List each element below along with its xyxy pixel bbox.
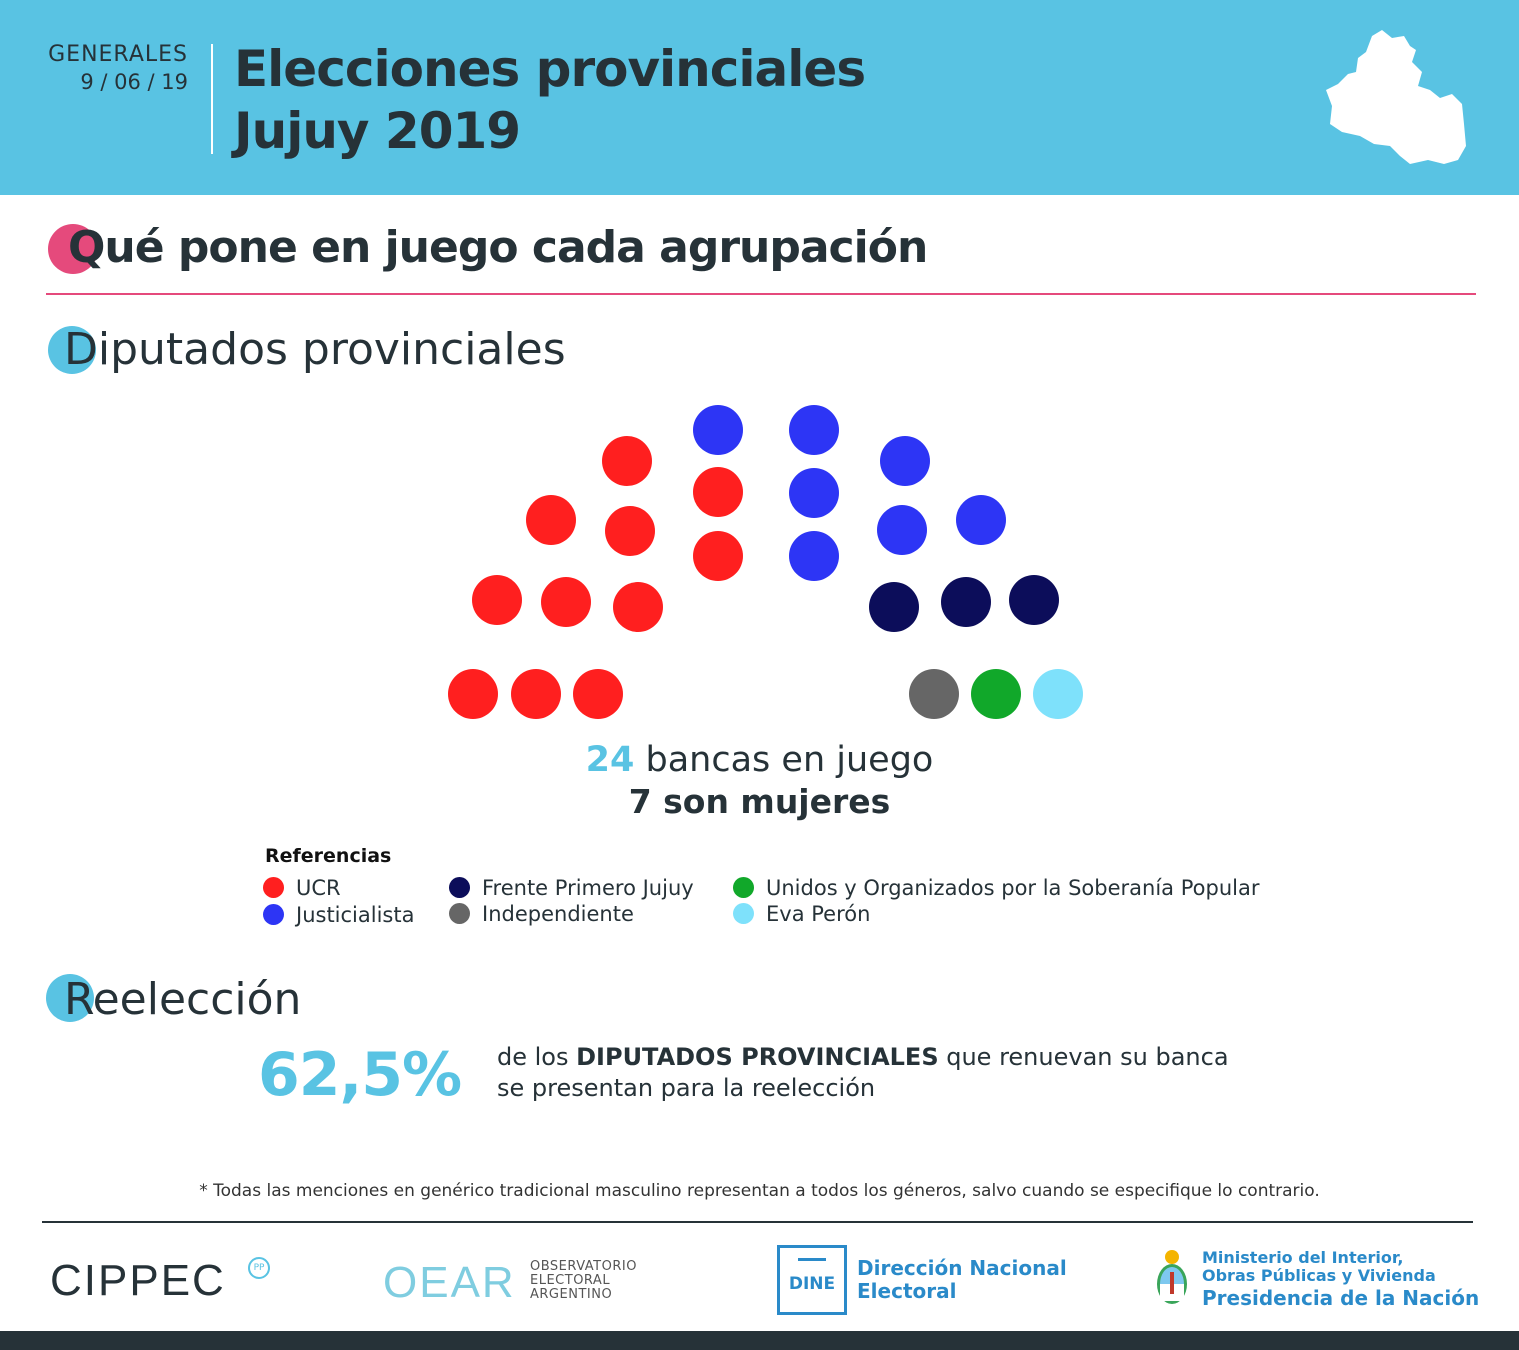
section-divider	[46, 293, 1476, 295]
dine-logo-label: DINE	[788, 1274, 836, 1294]
seat-18	[877, 505, 927, 555]
cippec-logo: CIPPEC	[50, 1256, 226, 1305]
section-heading-diputados: Diputados provinciales	[46, 324, 566, 375]
legend-item-justicialista: Justicialista	[263, 903, 414, 927]
legend-item-independiente: Independiente	[449, 902, 634, 926]
reelection-description: de los DIPUTADOS PROVINCIALES que renuev…	[497, 1042, 1297, 1104]
seat-14	[789, 468, 839, 518]
pink-bullet-icon	[48, 224, 98, 274]
reelection-percent: 62,5%	[258, 1040, 462, 1110]
seat-12	[693, 405, 743, 455]
jujuy-map-icon	[1326, 30, 1466, 164]
dine-name: Dirección Nacional Electoral	[857, 1257, 1067, 1303]
legend-label-independiente: Independiente	[482, 902, 634, 926]
blue-bullet-icon	[46, 974, 94, 1022]
legend-swatch-unidos	[733, 877, 754, 898]
bottom-bar	[0, 1331, 1519, 1350]
oear-line1: OBSERVATORIO	[530, 1259, 637, 1274]
legend-swatch-justicialista	[263, 904, 284, 925]
legend-label-ucr: UCR	[296, 876, 341, 900]
legend-item-eva-peron: Eva Perón	[733, 902, 870, 926]
seats-count: 24	[585, 740, 635, 780]
legend-label-frente: Frente Primero Jujuy	[482, 876, 694, 900]
section-heading-main: Qué pone en juego cada agrupación	[48, 222, 928, 274]
seat-2	[511, 669, 561, 719]
legend-title: Referencias	[265, 845, 392, 867]
seat-7	[526, 495, 576, 545]
legend-swatch-eva-peron	[733, 903, 754, 924]
legend-swatch-frente	[449, 877, 470, 898]
page-title-line1: Elecciones provinciales	[234, 40, 866, 98]
parliament-chart	[448, 405, 1083, 719]
legend-item-unidos: Unidos y Organizados por la Soberanía Po…	[733, 876, 1259, 900]
seats-summary: 24 bancas en juego 7 son mujeres	[0, 740, 1519, 821]
oear-line2: ELECTORAL	[530, 1273, 611, 1288]
dine-line1: Dirección Nacional	[857, 1256, 1067, 1280]
section-heading-main-text: Qué pone en juego cada agrupación	[68, 222, 928, 273]
seat-21	[1009, 575, 1059, 625]
oear-line3: ARGENTINO	[530, 1287, 613, 1302]
seat-10	[693, 467, 743, 517]
header-divider	[211, 44, 213, 154]
reelection-text-line2: se presentan para la reelección	[497, 1074, 876, 1102]
legend-label-eva-peron: Eva Perón	[766, 902, 871, 926]
oear-logo: OEAR	[383, 1258, 516, 1307]
seat-19	[869, 582, 919, 632]
women-count: 7 son mujeres	[628, 782, 891, 821]
footnote: * Todas las menciones en genérico tradic…	[199, 1181, 1320, 1201]
legend-swatch-independiente	[449, 903, 470, 924]
section-heading-reeleccion: Reelección	[46, 974, 301, 1025]
page-title: Elecciones provinciales Jujuy 2019	[234, 38, 866, 162]
seat-6	[613, 582, 663, 632]
dine-logo: DINE	[777, 1245, 847, 1315]
election-date: 9 / 06 / 19	[80, 70, 188, 94]
seat-23	[971, 669, 1021, 719]
seat-20	[941, 577, 991, 627]
legend-swatch-ucr	[263, 877, 284, 898]
reelection-text-post: que renuevan su banca	[938, 1043, 1229, 1071]
reelection-text-bold: DIPUTADOS PROVINCIALES	[576, 1043, 939, 1071]
legend-label-justicialista: Justicialista	[296, 903, 415, 927]
header-banner: GENERALES 9 / 06 / 19 Elecciones provinc…	[0, 0, 1519, 195]
page-title-line2: Jujuy 2019	[234, 102, 521, 160]
seat-4	[472, 575, 522, 625]
seat-16	[880, 436, 930, 486]
cippec-badge-icon: PP	[248, 1257, 270, 1279]
ministerio-name: Ministerio del Interior, Obras Públicas …	[1202, 1249, 1479, 1311]
ministerio-line1: Ministerio del Interior,	[1202, 1248, 1404, 1267]
seat-3	[573, 669, 623, 719]
reelection-text-pre: de los	[497, 1043, 577, 1071]
election-type-label: GENERALES	[48, 42, 188, 67]
seats-label: bancas en juego	[645, 740, 934, 780]
legend-label-unidos: Unidos y Organizados por la Soberanía Po…	[766, 876, 1260, 900]
seat-13	[789, 405, 839, 455]
legend-item-ucr: UCR	[263, 876, 341, 900]
legend-item-frente-primero-jujuy: Frente Primero Jujuy	[449, 876, 694, 900]
dine-line2: Electoral	[857, 1279, 957, 1303]
seat-1	[448, 669, 498, 719]
seat-17	[956, 495, 1006, 545]
national-shield-icon	[1157, 1250, 1187, 1304]
ministerio-line2: Obras Públicas y Vivienda	[1202, 1266, 1436, 1285]
seat-11	[693, 531, 743, 581]
presidencia-line: Presidencia de la Nación	[1202, 1286, 1480, 1310]
blue-bullet-icon	[48, 326, 96, 374]
seat-5	[541, 577, 591, 627]
seat-24	[1033, 669, 1083, 719]
dine-logo-bar	[798, 1258, 826, 1261]
seat-8	[605, 506, 655, 556]
seat-15	[789, 531, 839, 581]
oear-subtitle: OBSERVATORIO ELECTORAL ARGENTINO	[530, 1260, 637, 1302]
footer-divider	[42, 1221, 1473, 1223]
seat-22	[909, 669, 959, 719]
seat-9	[602, 436, 652, 486]
section-heading-diputados-text: Diputados provinciales	[64, 324, 566, 375]
section-heading-reeleccion-text: Reelección	[64, 974, 302, 1025]
